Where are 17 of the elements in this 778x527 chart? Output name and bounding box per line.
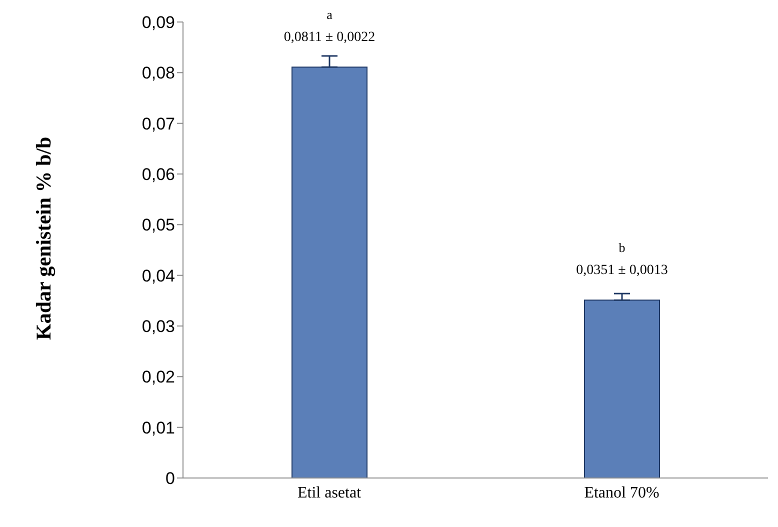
y-tick-label: 0,05 [142, 216, 175, 235]
data-label: 0,0351 ± 0,0013 [576, 263, 668, 278]
y-tick-label: 0,03 [142, 317, 175, 336]
annotation: a [326, 7, 333, 22]
data-label: 0,0811 ± 0,0022 [284, 30, 376, 46]
x-tick-label: Etil asetat [297, 484, 362, 502]
y-tick-label: 0,08 [142, 64, 175, 83]
y-tick-label: 0,07 [142, 114, 175, 134]
y-axis-title: Kadar genistein % b/b [31, 136, 56, 340]
annotation: b [618, 240, 626, 256]
y-tick-label: 0,04 [142, 266, 175, 286]
y-tick-label: 0,09 [142, 13, 175, 32]
y-tick-label: 0 [166, 469, 175, 488]
y-tick-label: 0,02 [142, 368, 175, 387]
y-tick-label: 0,01 [142, 418, 175, 438]
x-tick-label: Etanol 70% [584, 484, 660, 502]
y-tick-label: 0,06 [142, 165, 175, 184]
